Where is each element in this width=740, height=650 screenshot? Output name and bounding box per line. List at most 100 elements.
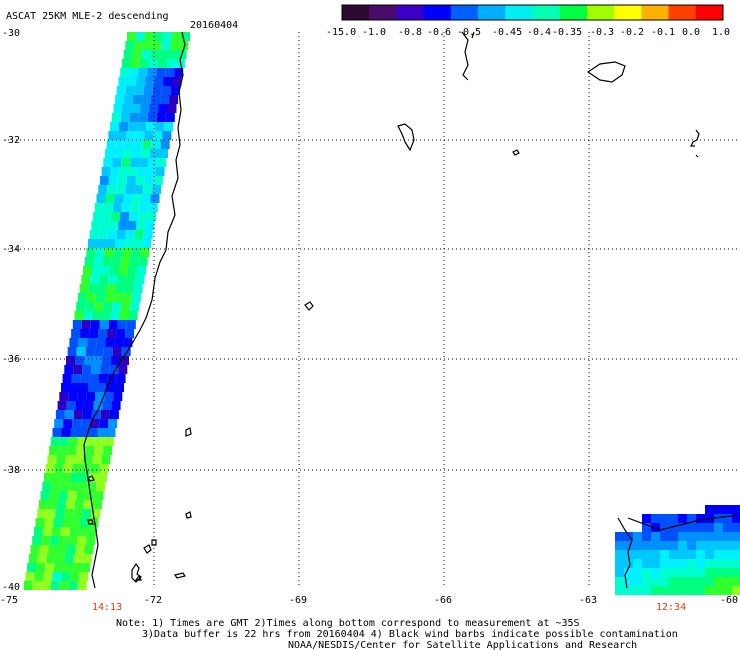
swath-cell — [135, 131, 145, 140]
swath-cell — [92, 455, 102, 464]
swath-cell — [60, 482, 70, 491]
swath-cell — [633, 559, 642, 568]
swath-cell — [25, 572, 35, 581]
swath-cell — [141, 149, 150, 158]
colorbar-swatch — [342, 5, 370, 20]
swath-cell — [669, 541, 678, 550]
swath-cell — [128, 311, 138, 320]
colorbar-tick: 1.0 — [712, 27, 730, 38]
swath-cell — [47, 500, 57, 509]
swath-cell — [633, 577, 642, 586]
swath-cell — [159, 50, 169, 59]
swath-cell — [624, 568, 633, 577]
swath-cell — [27, 563, 37, 572]
swath-cell — [129, 257, 139, 266]
swath-cell — [104, 293, 114, 302]
swath-cell — [678, 532, 687, 541]
swath-cell — [54, 419, 64, 428]
swath-cell — [696, 577, 705, 586]
swath-cell — [120, 356, 129, 365]
swath-cell — [102, 401, 112, 410]
swath-cell — [79, 284, 89, 293]
swath-cell — [143, 230, 153, 239]
swath-cell — [65, 500, 75, 509]
swath-cell — [162, 131, 172, 140]
swath-cell — [732, 577, 740, 586]
swath-cell — [55, 509, 65, 518]
swath-cell — [129, 212, 139, 221]
swath-cell — [103, 203, 113, 212]
swath-cell — [64, 509, 74, 518]
swath-cell — [88, 383, 97, 392]
swath-cell — [99, 275, 109, 284]
swath-cell — [134, 185, 144, 194]
swath-cell — [89, 473, 98, 482]
swath-cell — [97, 284, 107, 293]
swath-cell — [137, 122, 147, 131]
swath-cell — [732, 505, 740, 514]
colorbar-swatch — [532, 5, 561, 20]
swath-cell — [42, 527, 52, 536]
swath-cell — [85, 347, 95, 356]
swath-cell — [65, 455, 75, 464]
swath-cell — [91, 410, 101, 419]
swath-cell — [150, 194, 160, 203]
colorbar-swatch — [695, 5, 724, 20]
swath-cell — [81, 419, 91, 428]
swath-cell — [651, 550, 660, 559]
swath-cell — [696, 568, 705, 577]
swath-cell — [161, 86, 171, 95]
swath-cell — [714, 550, 723, 559]
swath-cell — [651, 541, 660, 550]
swath-cell — [139, 158, 149, 167]
swath-cell — [132, 194, 142, 203]
swath-cell — [141, 194, 151, 203]
swath-cell — [114, 194, 124, 203]
swath-cell — [78, 482, 88, 491]
swath-cell — [46, 554, 56, 563]
swath-cell — [143, 41, 153, 50]
swath-cell — [66, 401, 76, 410]
swath-cell — [69, 527, 79, 536]
swath-cell — [90, 419, 100, 428]
swath-cell — [72, 563, 82, 572]
swath-cell — [129, 113, 139, 122]
colorbar-tick: -0.4 — [527, 27, 551, 38]
swath-cell — [152, 185, 162, 194]
swath-cell — [90, 464, 100, 473]
swath-cell — [122, 248, 132, 257]
swath-cell — [59, 392, 69, 401]
swath-cell — [125, 230, 135, 239]
swath-cell — [68, 581, 78, 590]
colorbar-swatch — [668, 5, 697, 20]
swath-cell — [32, 581, 42, 590]
swath-east-pass — [615, 505, 740, 595]
swath-cell — [138, 257, 148, 266]
swath-cell — [121, 203, 131, 212]
swath-cell — [651, 523, 660, 532]
swath-cell — [687, 559, 696, 568]
swath-cell — [101, 311, 111, 320]
swath-cell — [89, 230, 99, 239]
swath-cell — [108, 320, 118, 329]
swath-cell — [714, 559, 723, 568]
swath-cell — [155, 122, 165, 131]
swath-cell — [103, 158, 113, 167]
swath-cell — [76, 491, 86, 500]
swath-cell — [87, 482, 97, 491]
swath-cell — [81, 320, 91, 329]
colorbar-tick: -0.5 — [457, 27, 481, 38]
swath-cell — [124, 95, 134, 104]
swath-cell — [87, 338, 97, 347]
swath-cell — [660, 559, 669, 568]
swath-cell — [157, 59, 167, 68]
swath-cell — [696, 532, 705, 541]
swath-cell — [88, 284, 98, 293]
swath-cell — [30, 545, 40, 554]
swath-cell — [705, 541, 714, 550]
swath-cell — [33, 527, 43, 536]
swath-cell — [723, 505, 732, 514]
swath-cell — [143, 185, 153, 194]
swath-cell — [107, 230, 117, 239]
swath-cell — [106, 428, 116, 437]
